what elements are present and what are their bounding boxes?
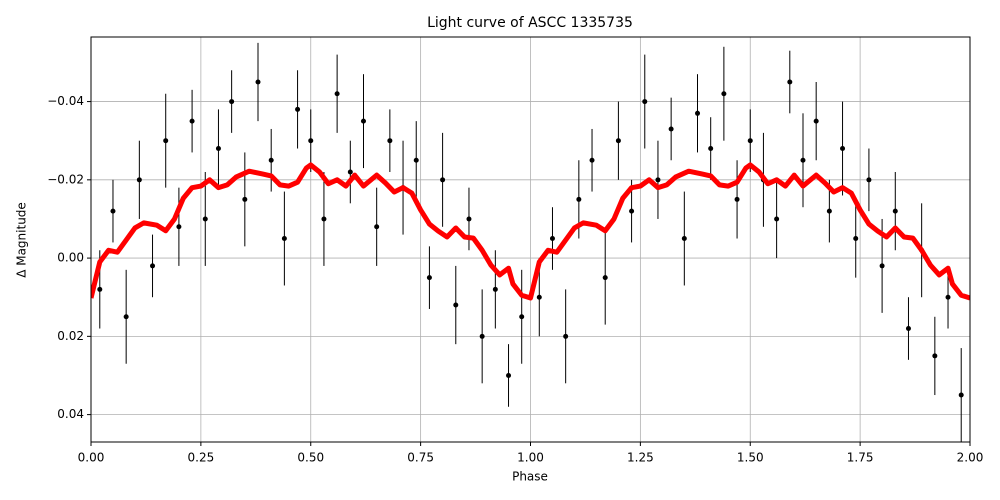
data-point bbox=[602, 275, 608, 281]
data-point bbox=[958, 392, 964, 398]
data-point bbox=[466, 216, 472, 222]
data-point bbox=[708, 146, 714, 152]
x-tick-label: 0.50 bbox=[297, 451, 324, 465]
data-point bbox=[826, 208, 832, 214]
data-point bbox=[945, 294, 951, 300]
y-tick-label: −0.04 bbox=[47, 94, 84, 108]
data-point bbox=[563, 333, 569, 339]
y-axis-label: Δ Magnitude bbox=[15, 202, 29, 278]
data-point bbox=[360, 118, 366, 124]
data-point bbox=[440, 177, 446, 183]
data-point bbox=[163, 138, 169, 144]
data-point bbox=[589, 157, 595, 163]
data-point bbox=[905, 326, 911, 332]
data-point bbox=[321, 216, 327, 222]
data-point bbox=[150, 263, 156, 269]
x-tick-label: 1.25 bbox=[627, 451, 654, 465]
data-point bbox=[721, 91, 727, 97]
data-point bbox=[668, 126, 674, 132]
data-point bbox=[840, 146, 846, 152]
data-point bbox=[189, 118, 195, 124]
x-tick-label: 1.50 bbox=[737, 451, 764, 465]
data-point bbox=[426, 275, 432, 281]
data-point bbox=[813, 118, 819, 124]
marks bbox=[91, 42, 970, 442]
data-point bbox=[787, 79, 793, 85]
data-point bbox=[615, 138, 621, 144]
data-point bbox=[879, 263, 885, 269]
data-point bbox=[642, 99, 648, 105]
data-point bbox=[281, 236, 287, 242]
data-point bbox=[519, 314, 525, 320]
data-point bbox=[853, 236, 859, 242]
data-point bbox=[536, 294, 542, 300]
data-point bbox=[110, 208, 116, 214]
data-point bbox=[892, 208, 898, 214]
y-tick-label: 0.04 bbox=[57, 407, 84, 421]
data-point bbox=[242, 196, 248, 202]
y-tick-label: −0.02 bbox=[47, 172, 84, 186]
data-point bbox=[136, 177, 142, 183]
data-point bbox=[413, 157, 419, 163]
data-point bbox=[932, 353, 938, 359]
data-point bbox=[123, 314, 129, 320]
data-point bbox=[268, 157, 274, 163]
data-point bbox=[453, 302, 459, 308]
y-tick-label: 0.02 bbox=[57, 329, 84, 343]
data-point bbox=[215, 146, 221, 152]
data-point bbox=[655, 177, 661, 183]
axes: 0.00 0.25 0.50 0.75 1.00 1.25 1.50 1.75 2.00 −0.0… bbox=[47, 94, 983, 464]
data-point bbox=[479, 333, 485, 339]
data-point bbox=[308, 138, 314, 144]
data-point bbox=[295, 106, 301, 112]
data-point bbox=[800, 157, 806, 163]
data-point bbox=[374, 224, 380, 230]
data-point bbox=[334, 91, 340, 97]
data-point bbox=[97, 286, 103, 292]
data-point bbox=[506, 372, 512, 378]
data-point bbox=[734, 196, 740, 202]
x-tick-label: 2.00 bbox=[957, 451, 984, 465]
chart-title: Light curve of ASCC 1335735 bbox=[427, 15, 633, 31]
data-point bbox=[629, 208, 635, 214]
data-point bbox=[229, 99, 235, 105]
data-point bbox=[176, 224, 182, 230]
data-point bbox=[681, 236, 687, 242]
x-axis-label: Phase bbox=[512, 470, 548, 484]
data-point bbox=[255, 79, 261, 85]
data-point bbox=[695, 110, 701, 116]
y-tick-label: 0.00 bbox=[57, 251, 84, 265]
data-point bbox=[549, 236, 555, 242]
data-point bbox=[347, 169, 353, 175]
data-point bbox=[202, 216, 208, 222]
x-tick-label: 0.25 bbox=[188, 451, 215, 465]
x-tick-label: 0.00 bbox=[78, 451, 105, 465]
data-point bbox=[387, 138, 393, 144]
model-curve bbox=[91, 162, 970, 301]
data-point bbox=[492, 286, 498, 292]
data-point bbox=[774, 216, 780, 222]
x-tick-label: 0.75 bbox=[407, 451, 434, 465]
x-tick-label: 1.75 bbox=[847, 451, 874, 465]
data-point bbox=[576, 196, 582, 202]
data-point bbox=[747, 138, 753, 144]
data-point bbox=[866, 177, 872, 183]
x-tick-label: 1.00 bbox=[517, 451, 544, 465]
